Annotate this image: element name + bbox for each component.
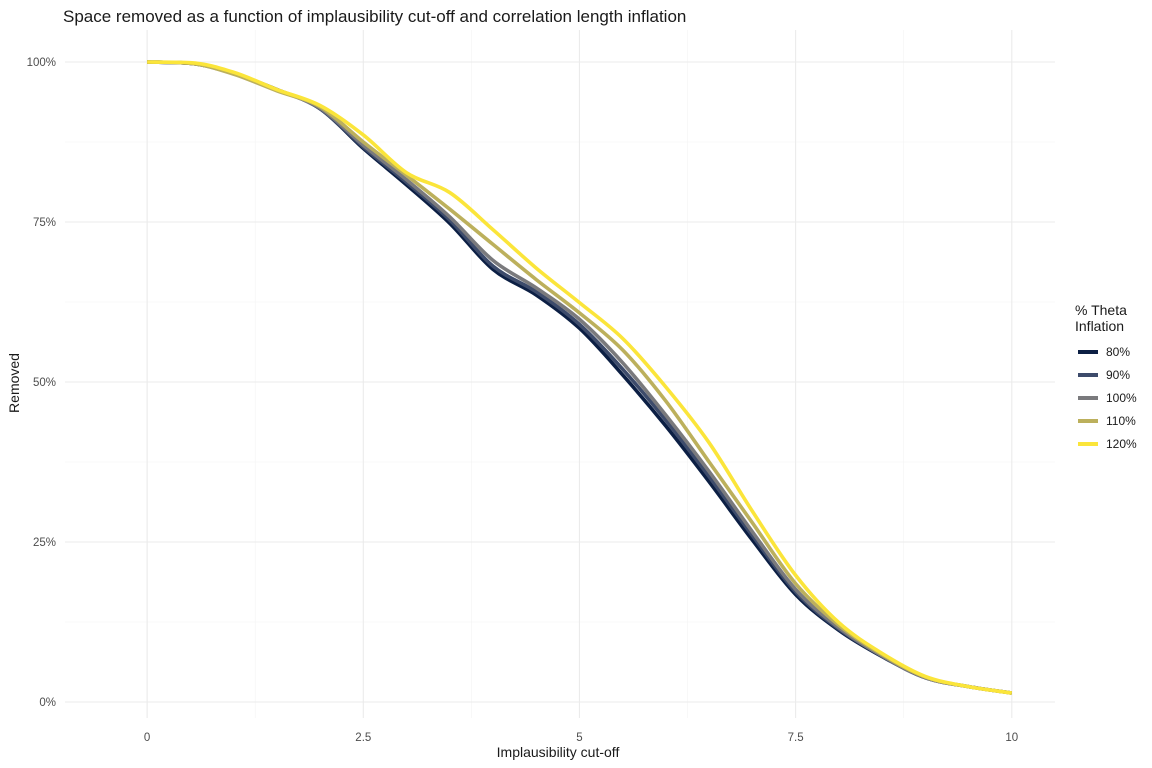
y-tick-label: 25% xyxy=(33,537,56,549)
legend-label-1: 90% xyxy=(1106,368,1130,382)
y-tick-label: 0% xyxy=(39,697,56,709)
x-tick-label: 2.5 xyxy=(355,732,371,744)
x-tick-label: 0 xyxy=(144,732,150,744)
y-tick-label: 100% xyxy=(27,57,56,69)
legend-items: 80% 90% 100% 110% 120% xyxy=(1078,345,1137,451)
x-axis-title: Implausibility cut-off xyxy=(497,744,620,760)
y-tick-label: 75% xyxy=(33,217,56,229)
grid xyxy=(65,30,1055,718)
x-axis-ticks: 0 2.5 5 7.5 10 xyxy=(144,732,1018,744)
legend-title-line-2: Inflation xyxy=(1075,318,1124,334)
y-axis-title: Removed xyxy=(6,353,22,413)
series-line-4 xyxy=(147,60,1013,695)
series-lines xyxy=(147,60,1013,695)
legend-label-4: 120% xyxy=(1106,437,1137,451)
x-tick-label: 10 xyxy=(1005,732,1018,744)
legend-label-2: 100% xyxy=(1106,391,1137,405)
legend: % Theta Inflation 80% 90% 100% 110% 120% xyxy=(1075,302,1137,451)
y-tick-label: 50% xyxy=(33,377,56,389)
x-tick-label: 5 xyxy=(576,732,582,744)
x-tick-label: 7.5 xyxy=(788,732,804,744)
legend-label-3: 110% xyxy=(1106,414,1136,428)
legend-title-line-1: % Theta xyxy=(1075,302,1127,318)
chart-title: Space removed as a function of implausib… xyxy=(63,7,686,26)
legend-label-0: 80% xyxy=(1106,345,1130,359)
y-axis-ticks: 0% 25% 50% 75% 100% xyxy=(27,57,56,709)
